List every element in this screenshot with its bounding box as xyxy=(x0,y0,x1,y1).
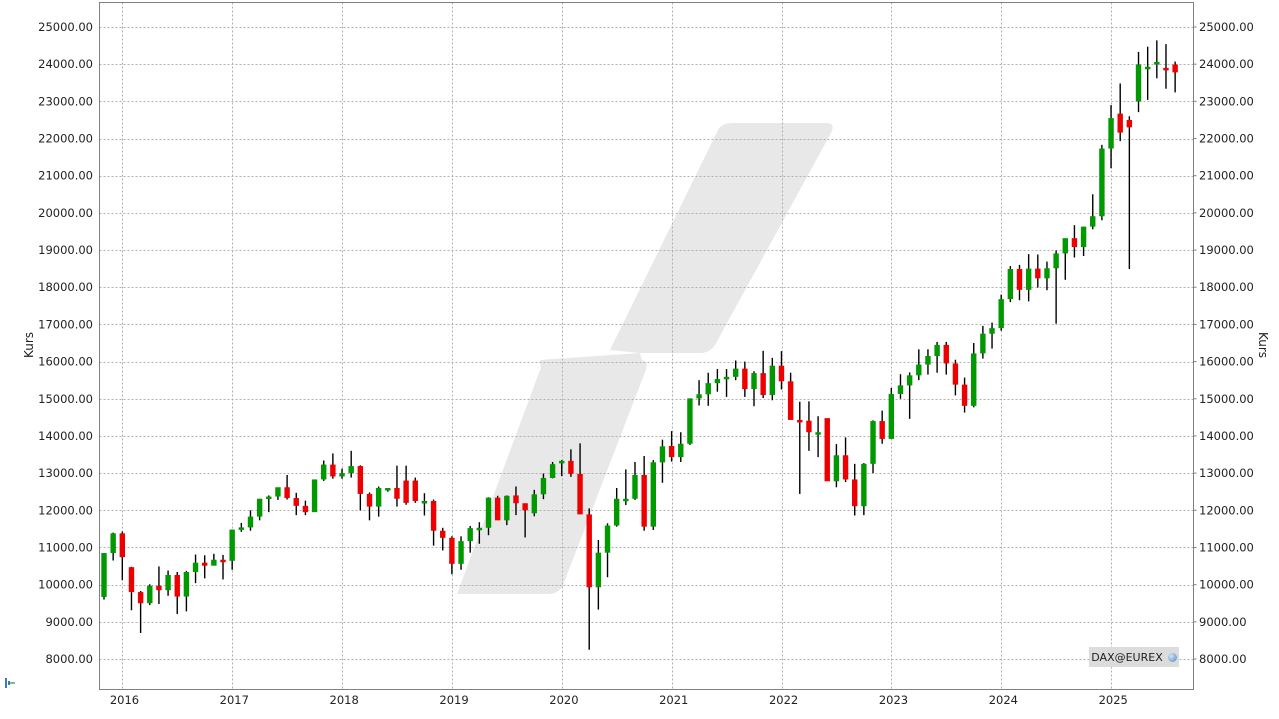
svg-text:19000.00: 19000.00 xyxy=(1199,243,1254,257)
svg-text:25000.00: 25000.00 xyxy=(1199,20,1254,34)
y-axis-title-right: Kurs xyxy=(1256,332,1270,358)
svg-text:19000.00: 19000.00 xyxy=(38,243,93,257)
x-axis: 2016 2017 2018 2019 2020 2021 2022 2023 2024 2025 xyxy=(110,693,1128,707)
svg-text:13000.00: 13000.00 xyxy=(38,466,93,480)
svg-text:18000.00: 18000.00 xyxy=(38,280,93,294)
svg-text:24000.00: 24000.00 xyxy=(1199,57,1254,71)
y-axis-right: 8000.00 9000.00 10000.00 11000.00 12000.00 13… xyxy=(1193,20,1254,666)
y-axis-left: 8000.00 9000.00 10000.00 11000.00 12000.00 13… xyxy=(38,20,93,666)
svg-text:2018: 2018 xyxy=(330,693,359,707)
svg-text:2019: 2019 xyxy=(439,693,468,707)
svg-text:14000.00: 14000.00 xyxy=(1199,429,1254,443)
svg-text:16000.00: 16000.00 xyxy=(1199,355,1254,369)
svg-text:8000.00: 8000.00 xyxy=(45,652,93,666)
svg-text:9000.00: 9000.00 xyxy=(45,615,93,629)
instrument-badge[interactable]: DAX@EUREX xyxy=(1089,647,1179,667)
svg-text:23000.00: 23000.00 xyxy=(38,94,93,108)
svg-text:12000.00: 12000.00 xyxy=(38,503,93,517)
svg-text:21000.00: 21000.00 xyxy=(1199,169,1254,183)
svg-text:23000.00: 23000.00 xyxy=(1199,94,1254,108)
svg-text:2016: 2016 xyxy=(110,693,139,707)
svg-text:20000.00: 20000.00 xyxy=(1199,206,1254,220)
svg-text:2024: 2024 xyxy=(989,693,1018,707)
candles xyxy=(101,40,1178,650)
svg-text:14000.00: 14000.00 xyxy=(38,429,93,443)
svg-text:11000.00: 11000.00 xyxy=(38,540,93,554)
svg-text:25000.00: 25000.00 xyxy=(38,20,93,34)
y-axis-title-left: Kurs xyxy=(22,332,36,358)
svg-text:9000.00: 9000.00 xyxy=(1199,615,1247,629)
svg-text:2021: 2021 xyxy=(659,693,688,707)
svg-text:17000.00: 17000.00 xyxy=(38,317,93,331)
svg-text:24000.00: 24000.00 xyxy=(38,57,93,71)
chart-tool-icon[interactable] xyxy=(4,677,16,689)
svg-text:21000.00: 21000.00 xyxy=(38,169,93,183)
svg-text:11000.00: 11000.00 xyxy=(1199,540,1254,554)
svg-text:12000.00: 12000.00 xyxy=(1199,503,1254,517)
svg-text:18000.00: 18000.00 xyxy=(1199,280,1254,294)
svg-text:17000.00: 17000.00 xyxy=(1199,317,1254,331)
svg-text:2025: 2025 xyxy=(1099,693,1128,707)
svg-text:22000.00: 22000.00 xyxy=(1199,132,1254,146)
instrument-label: DAX@EUREX xyxy=(1091,650,1163,664)
svg-text:16000.00: 16000.00 xyxy=(38,355,93,369)
svg-text:2020: 2020 xyxy=(549,693,578,707)
svg-text:15000.00: 15000.00 xyxy=(1199,392,1254,406)
svg-text:2022: 2022 xyxy=(769,693,798,707)
svg-text:15000.00: 15000.00 xyxy=(38,392,93,406)
svg-text:10000.00: 10000.00 xyxy=(38,578,93,592)
svg-text:2023: 2023 xyxy=(879,693,908,707)
svg-text:22000.00: 22000.00 xyxy=(38,132,93,146)
plot-frame xyxy=(99,2,1194,690)
svg-text:2017: 2017 xyxy=(220,693,249,707)
svg-text:10000.00: 10000.00 xyxy=(1199,578,1254,592)
svg-text:13000.00: 13000.00 xyxy=(1199,466,1254,480)
globe-icon xyxy=(1167,652,1177,662)
svg-text:8000.00: 8000.00 xyxy=(1199,652,1247,666)
svg-text:20000.00: 20000.00 xyxy=(38,206,93,220)
